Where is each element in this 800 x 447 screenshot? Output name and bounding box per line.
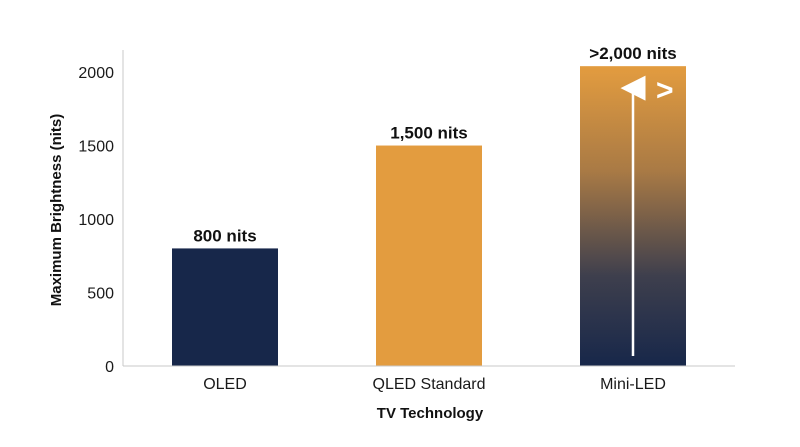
bar-qled-standard bbox=[376, 145, 482, 366]
y-tick-label: 1000 bbox=[78, 212, 114, 229]
mini-led-annotation: > bbox=[620, 74, 674, 356]
bars bbox=[172, 66, 686, 366]
y-tick-label: 1500 bbox=[78, 139, 114, 156]
x-tick-label: Mini-LED bbox=[600, 376, 666, 393]
data-label: 1,500 nits bbox=[390, 124, 468, 143]
x-axis-ticks: OLED QLED Standard Mini-LED bbox=[203, 376, 666, 393]
x-tick-label: QLED Standard bbox=[373, 376, 486, 393]
y-tick-label: 2000 bbox=[78, 65, 114, 82]
bar-oled bbox=[172, 248, 278, 366]
y-axis-title: Maximum Brightness (nits) bbox=[48, 114, 65, 307]
greater-than-symbol: > bbox=[656, 74, 674, 107]
y-axis-ticks: 0 500 1000 1500 2000 bbox=[78, 65, 114, 376]
x-axis-title: TV Technology bbox=[377, 405, 484, 422]
data-label: 800 nits bbox=[193, 226, 256, 245]
data-label: >2,000 nits bbox=[589, 44, 676, 63]
data-labels: 800 nits 1,500 nits >2,000 nits bbox=[193, 44, 676, 245]
y-tick-label: 0 bbox=[105, 359, 114, 376]
y-tick-label: 500 bbox=[87, 286, 114, 303]
x-tick-label: OLED bbox=[203, 376, 247, 393]
